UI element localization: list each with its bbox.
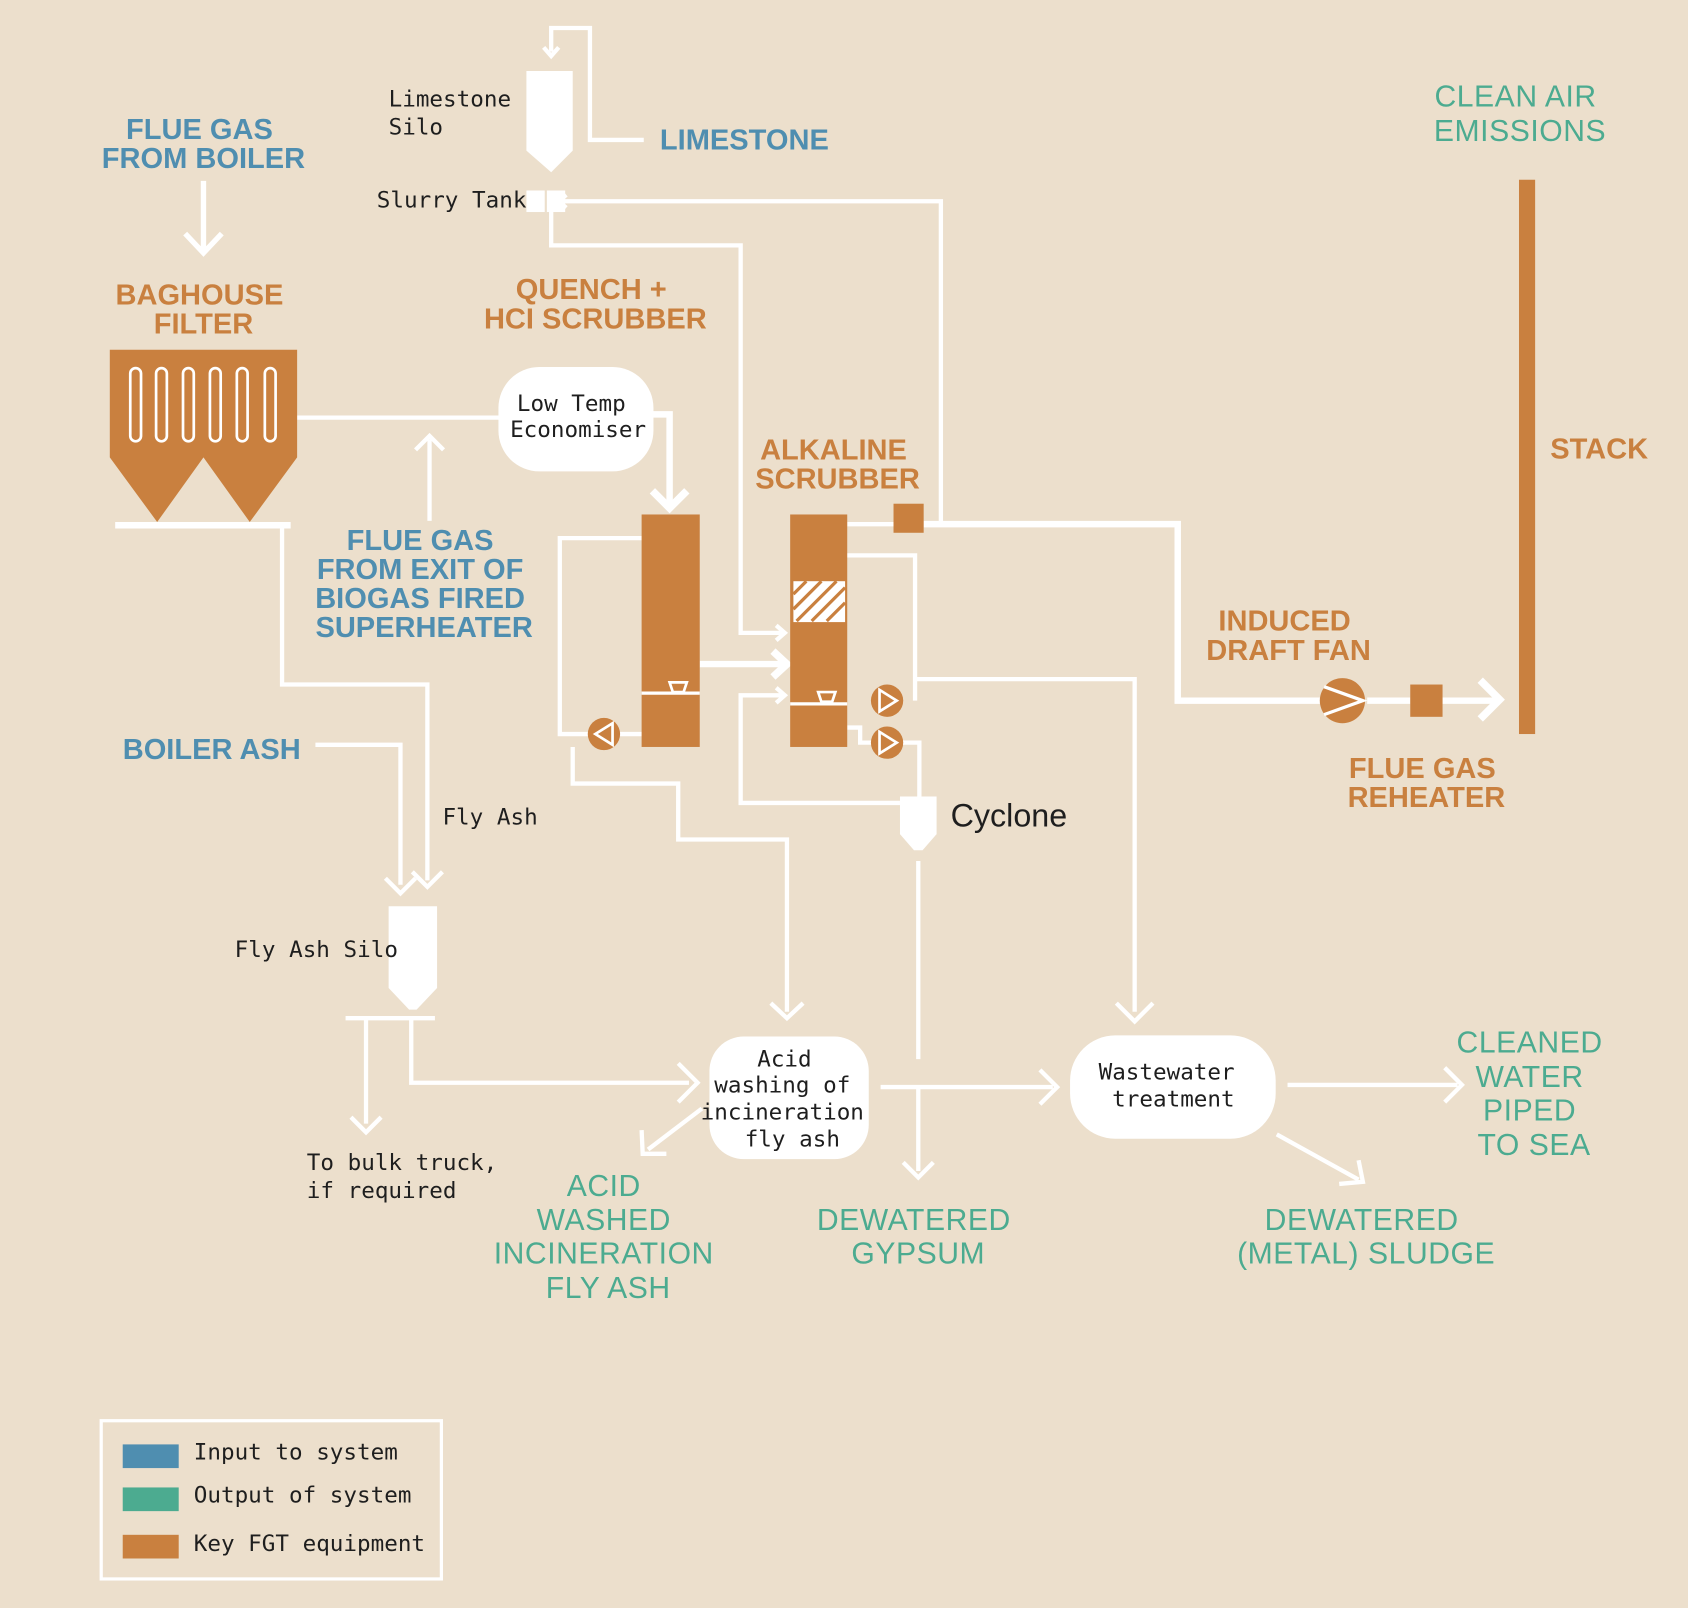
arrow-silo-acid [676, 1061, 701, 1104]
arrow-baghouse-ash [410, 870, 444, 890]
arrow-to-stack [1477, 677, 1505, 722]
arrow-acid-wastewater [1038, 1068, 1061, 1106]
legend-swatch-input [122, 1444, 179, 1469]
pipe-pump-cyclone [847, 725, 922, 797]
arrow-limestone-feed [542, 45, 561, 60]
alkaline-outlet-box [893, 503, 924, 533]
flue-gas-reheater [1410, 684, 1443, 717]
arrow-quench-alkaline [770, 648, 793, 680]
label-economiser: Low Temp Economiser [510, 391, 646, 443]
arrow-bleed-wastewater [1114, 1001, 1155, 1025]
label-limestone-silo: Limestone Silo [389, 87, 525, 141]
arrow-water-out [1443, 1066, 1465, 1104]
arrow-economiser-quench [649, 488, 690, 514]
baghouse-filter [109, 349, 298, 529]
label-clean-air: CLEAN AIR EMISSIONS [1434, 81, 1606, 148]
pipe-economiser-quench [652, 411, 673, 504]
label-cleaned-water: CLEANED WATER PIPED TO SEA [1457, 1027, 1612, 1162]
pipe-sludge-out [1275, 1132, 1360, 1182]
label-acid-washed-ash: ACID WASHED INCINERATION FLY ASH [494, 1170, 723, 1305]
arrow-boiler-ash [383, 876, 418, 897]
alkaline-scrubber-vessel [790, 514, 848, 747]
label-boiler-ash: BOILER ASH [123, 734, 301, 766]
arrow-superheater-flue [414, 432, 446, 452]
stack [1518, 179, 1536, 735]
fly-ash-silo [388, 906, 438, 1010]
quench-pump [587, 717, 621, 751]
pipe-alkaline-recycle [813, 553, 918, 701]
pipe-quench-recycle [557, 536, 681, 737]
arrow-slurry-alkaline [774, 623, 789, 643]
pipe-acid-output [646, 1106, 704, 1152]
pipe-limestone-feed [549, 25, 644, 143]
legend: Input to system Output of system Key FGT… [99, 1419, 443, 1581]
label-alkaline: ALKALINE SCRUBBER [755, 435, 920, 496]
label-slurry-tank: Slurry Tank [377, 188, 527, 214]
alkaline-pump-2 [870, 726, 904, 759]
label-flue-gas-boiler: FLUE GAS FROM BOILER [102, 114, 305, 175]
quench-scrubber-vessel [641, 514, 700, 747]
legend-swatch-equipment [122, 1534, 179, 1559]
label-cyclone: Cyclone [951, 798, 1068, 834]
label-wastewater: Wastewater treatment [1099, 1060, 1249, 1113]
arrow-quench-bleed [769, 1001, 805, 1022]
label-quench: QUENCH + HCI SCRUBBER [484, 274, 707, 335]
label-induced-fan: INDUCED DRAFT FAN [1206, 606, 1371, 667]
arrow-cyclone-return [774, 686, 789, 705]
pipe-bleed-wastewater [915, 676, 1137, 1012]
pipe-gas-to-fan [923, 520, 1320, 704]
pipe-cyclone-return [738, 693, 900, 806]
arrow-gypsum [901, 1160, 935, 1181]
wastewater-node [1070, 1035, 1276, 1139]
legend-label-input: Input to system [194, 1439, 398, 1465]
cyclone [899, 796, 937, 851]
label-acid-washing: Acid washing of incineration fly ash [701, 1047, 878, 1153]
label-flue-gas-superheater: FLUE GAS FROM EXIT OF BIOGAS FIRED SUPER… [315, 525, 533, 644]
label-fly-ash: Fly Ash [442, 804, 537, 830]
arrow-acid-output [639, 1130, 667, 1156]
limestone-silo [526, 71, 573, 173]
induced-draft-fan [1319, 678, 1368, 724]
pipe-baghouse-ash [279, 527, 430, 881]
pipe-quench-bleed [570, 746, 790, 1012]
pipe-boiler-ash [315, 742, 403, 885]
legend-label-output: Output of system [194, 1483, 412, 1509]
label-dewatered-sludge: DEWATERED (METAL) SLUDGE [1237, 1204, 1495, 1270]
label-bulk-truck: To bulk truck, if required [307, 1150, 511, 1204]
alkaline-pump-1 [870, 684, 904, 717]
pipe-slurry-alkaline [549, 210, 784, 636]
legend-box [99, 1419, 443, 1581]
economiser-node [498, 367, 654, 472]
label-reheater: FLUE GAS REHEATER [1348, 753, 1506, 814]
arrow-to-truck [349, 1115, 383, 1136]
pipe-slurry-return [558, 199, 944, 526]
label-stack: STACK [1550, 434, 1648, 466]
label-limestone: LIMESTONE [660, 125, 829, 157]
legend-label-equipment: Key FGT equipment [194, 1531, 425, 1557]
label-baghouse: BAGHOUSE FILTER [115, 280, 291, 341]
acid-washing-node [709, 1036, 869, 1160]
label-fly-ash-silo: Fly Ash Silo [235, 937, 398, 963]
label-dewatered-gypsum: DEWATERED GYPSUM [817, 1204, 1020, 1270]
arrow-sludge-out [1339, 1159, 1366, 1187]
legend-swatch-output [122, 1487, 179, 1512]
arrow-flue-gas-in [183, 180, 224, 257]
pipe-silo-acid [409, 1018, 689, 1085]
